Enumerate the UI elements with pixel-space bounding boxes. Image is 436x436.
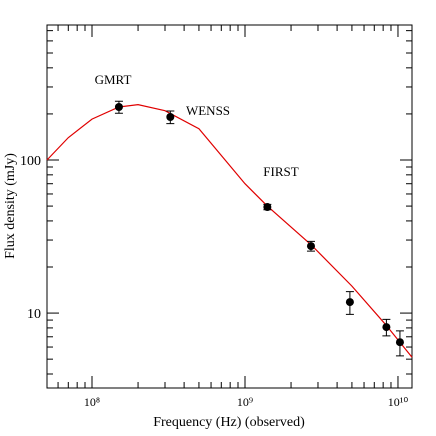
data-point	[306, 242, 315, 251]
annotation: WENSS	[186, 103, 230, 118]
data-point	[166, 112, 175, 121]
y-tick-label: 10	[27, 307, 41, 322]
fit-curve	[46, 104, 413, 358]
data-point	[114, 102, 123, 111]
x-tick-label: 10⁸	[84, 395, 100, 409]
annotation: GMRT	[95, 72, 132, 87]
data-point	[263, 203, 272, 212]
data-point	[345, 298, 354, 307]
annotation: FIRST	[263, 164, 298, 179]
x-axis-label: Frequency (Hz) (observed)	[153, 415, 305, 430]
data-point	[395, 338, 404, 347]
x-tick-label: 10⁹	[237, 395, 253, 409]
y-tick-label: 100	[20, 154, 41, 169]
y-axis-label: Flux density (mJy)	[3, 153, 18, 259]
x-tick-label: 10¹⁰	[388, 395, 409, 409]
data-point	[382, 323, 391, 332]
